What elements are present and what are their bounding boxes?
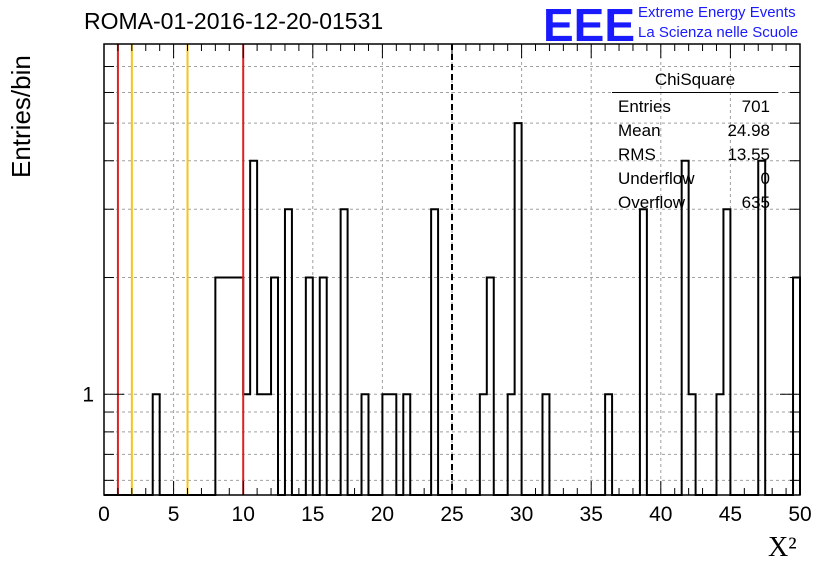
x-axis-label: X² (768, 532, 797, 563)
histogram-bin (542, 394, 549, 495)
x-tick-label: 15 (301, 503, 324, 526)
x-tick-label: 5 (168, 503, 180, 526)
histogram-bin (229, 278, 236, 495)
histogram-bin (264, 394, 271, 495)
chart-title: ROMA-01-2016-12-20-01531 (84, 8, 384, 34)
histogram-bin (222, 278, 229, 495)
stats-label: RMS (618, 145, 656, 164)
histogram-bin (640, 209, 647, 495)
histogram-bin (285, 209, 292, 495)
stats-title: ChiSquare (612, 70, 778, 93)
stats-label: Overflow (618, 193, 686, 212)
x-tick-label: 35 (580, 503, 603, 526)
stats-value: 24.98 (727, 121, 770, 140)
y-tick-label: 1 (82, 383, 94, 406)
histogram-bin (487, 278, 494, 495)
stats-row-underflow: Underflow 0 (612, 167, 778, 191)
x-tick-label: 45 (719, 503, 742, 526)
stats-value: 701 (741, 97, 770, 116)
histogram-bin (236, 278, 243, 495)
histogram-bin (243, 394, 250, 495)
histogram-bin (153, 394, 160, 495)
stats-value: 635 (741, 193, 770, 212)
stats-value: 13.55 (727, 145, 770, 164)
histogram-bin (723, 209, 730, 495)
x-tick-label: 50 (788, 503, 811, 526)
histogram-bin (508, 394, 515, 495)
histogram-bin (362, 394, 369, 495)
stats-row-overflow: Overflow 635 (612, 191, 778, 215)
x-tick-label: 20 (371, 503, 394, 526)
histogram-bin (515, 123, 522, 495)
histogram-bin (271, 278, 278, 495)
histogram-bin (605, 394, 612, 495)
histogram-bin (215, 278, 222, 495)
histogram-bin (257, 394, 264, 495)
histogram-bin (306, 278, 313, 495)
stats-row-mean: Mean 24.98 (612, 119, 778, 143)
x-tick-label: 10 (232, 503, 255, 526)
logo-caption-line-1: Extreme Energy Events (638, 4, 796, 21)
stats-label: Underflow (618, 169, 695, 188)
stats-row-entries: Entries 701 (612, 95, 778, 119)
histogram-bin (403, 394, 410, 495)
histogram-bin (389, 394, 396, 495)
x-tick-label: 40 (649, 503, 672, 526)
x-tick-label: 25 (440, 503, 463, 526)
histogram-bin (716, 394, 723, 495)
stats-label: Entries (618, 97, 671, 116)
histogram-bin (793, 278, 800, 495)
histogram-bin (382, 394, 389, 495)
x-tick-label: 0 (98, 503, 110, 526)
logo-caption-line-2: La Scienza nelle Scuole (638, 24, 799, 41)
eee-logo: EEE (543, 0, 636, 51)
histogram-bin (431, 209, 438, 495)
stats-box: ChiSquare Entries 701 Mean 24.98 RMS 13.… (612, 70, 778, 215)
x-tick-label: 30 (510, 503, 533, 526)
stats-label: Mean (618, 121, 661, 140)
stats-row-rms: RMS 13.55 (612, 143, 778, 167)
histogram-bin (320, 278, 327, 495)
histogram-bin (341, 209, 348, 495)
histogram-bin (480, 394, 487, 495)
stats-value: 0 (760, 169, 770, 188)
histogram-bin (250, 161, 257, 495)
histogram-bin (689, 394, 696, 495)
